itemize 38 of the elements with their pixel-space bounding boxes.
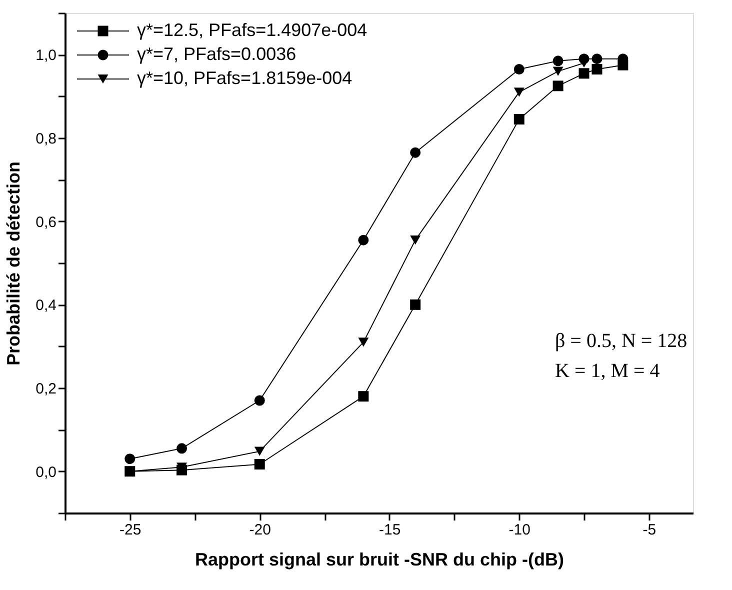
annotation: K = 1, M = 4	[555, 360, 660, 382]
point	[552, 66, 564, 76]
annotation: β = 0.5, N = 128	[555, 330, 688, 352]
x-tick-label: -5	[642, 522, 656, 538]
point	[592, 64, 602, 74]
x-tick-label: -25	[120, 522, 142, 538]
legend-label: γ*=12.5, PFafs=1.4907e-004	[137, 20, 368, 40]
y-tick-label: 0,8	[36, 130, 56, 148]
point	[254, 446, 265, 456]
point	[552, 80, 564, 92]
y-tick-label: 0,0	[36, 464, 56, 481]
x-tick-label: -15	[379, 522, 401, 538]
point	[358, 234, 369, 246]
y-tick-label: 1,0	[36, 47, 56, 64]
y-axis-title: Probabilité de détection	[4, 161, 24, 366]
point	[514, 64, 524, 74]
point	[254, 395, 265, 406]
x-tick-label: -20	[249, 522, 271, 538]
point	[514, 114, 524, 124]
point	[410, 299, 421, 310]
point	[176, 443, 188, 454]
point	[552, 56, 564, 66]
x-axis-title: Rapport signal sur bruit -SNR du chip -(dB)	[195, 550, 564, 570]
point	[514, 88, 524, 97]
legend-label: γ*=7, PFafs=0.0036	[137, 44, 296, 64]
point	[578, 68, 590, 79]
y-tick-label: 0,4	[36, 297, 56, 314]
y-tick-label: 0,2	[36, 380, 56, 398]
y-tick-label: 0,6	[36, 214, 56, 231]
point	[410, 147, 421, 158]
point	[124, 454, 136, 464]
point	[254, 459, 265, 470]
point	[410, 236, 421, 245]
point	[592, 54, 602, 64]
x-tick-label: -10	[508, 522, 530, 538]
point	[358, 338, 369, 347]
legend-label: γ*=10, PFafs=1.8159e-004	[137, 68, 352, 88]
point	[358, 391, 369, 402]
